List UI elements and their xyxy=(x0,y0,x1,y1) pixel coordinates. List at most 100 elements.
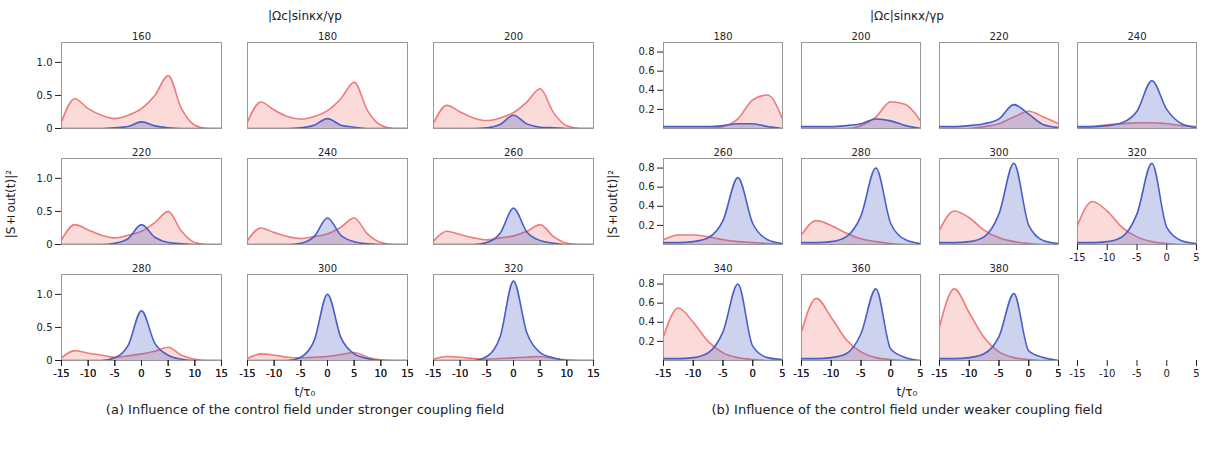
svg-text:-5: -5 xyxy=(718,368,728,379)
svg-text:-5: -5 xyxy=(482,368,492,379)
svg-text:5: 5 xyxy=(165,368,171,379)
svg-text:-15: -15 xyxy=(53,368,69,379)
svg-text:-15: -15 xyxy=(239,368,255,379)
svg-text:5: 5 xyxy=(351,368,357,379)
svg-text:-5: -5 xyxy=(1132,368,1142,379)
svg-text:300: 300 xyxy=(318,263,337,274)
svg-text:-10: -10 xyxy=(266,368,282,379)
svg-text:0: 0 xyxy=(1026,368,1032,379)
svg-text:5: 5 xyxy=(1055,368,1061,379)
svg-text:-10: -10 xyxy=(1099,252,1115,263)
svg-text:-10: -10 xyxy=(452,368,468,379)
svg-text:-5: -5 xyxy=(296,368,306,379)
svg-text:-5: -5 xyxy=(856,368,866,379)
svg-text:200: 200 xyxy=(504,31,523,42)
svg-text:0.6: 0.6 xyxy=(639,65,655,76)
svg-text:10: 10 xyxy=(374,368,387,379)
svg-text:0.4: 0.4 xyxy=(639,200,655,211)
svg-text:-15: -15 xyxy=(1069,252,1085,263)
svg-text:5: 5 xyxy=(917,368,923,379)
svg-text:-10: -10 xyxy=(823,368,839,379)
svg-text:280: 280 xyxy=(132,263,151,274)
svg-text:15: 15 xyxy=(587,368,600,379)
svg-text:320: 320 xyxy=(504,263,523,274)
svg-text:240: 240 xyxy=(1127,31,1146,42)
svg-text:5: 5 xyxy=(351,368,357,379)
svg-text:-10: -10 xyxy=(961,368,977,379)
svg-text:1.0: 1.0 xyxy=(37,173,53,184)
svg-text:0.4: 0.4 xyxy=(639,316,655,327)
svg-text:0.6: 0.6 xyxy=(639,297,655,308)
svg-text:-10: -10 xyxy=(452,368,468,379)
svg-text:160: 160 xyxy=(132,31,151,42)
svg-text:-15: -15 xyxy=(655,368,671,379)
svg-text:0.5: 0.5 xyxy=(37,322,53,333)
svg-text:220: 220 xyxy=(989,31,1008,42)
svg-text:10: 10 xyxy=(188,368,201,379)
svg-text:0.6: 0.6 xyxy=(639,181,655,192)
svg-text:5: 5 xyxy=(1193,368,1199,379)
svg-text:-5: -5 xyxy=(296,368,306,379)
svg-text:-10: -10 xyxy=(685,368,701,379)
svg-text:240: 240 xyxy=(318,147,337,158)
svg-text:-15: -15 xyxy=(425,368,441,379)
svg-text:180: 180 xyxy=(713,31,732,42)
svg-text:15: 15 xyxy=(587,368,600,379)
svg-text:10: 10 xyxy=(560,368,573,379)
svg-text:0: 0 xyxy=(888,368,894,379)
svg-text:0: 0 xyxy=(1026,368,1032,379)
svg-text:0.5: 0.5 xyxy=(37,206,53,217)
svg-text:5: 5 xyxy=(1193,252,1199,263)
svg-text:-15: -15 xyxy=(239,368,255,379)
svg-text:15: 15 xyxy=(215,368,228,379)
svg-text:15: 15 xyxy=(401,368,414,379)
svg-text:-5: -5 xyxy=(110,368,120,379)
svg-text:10: 10 xyxy=(374,368,387,379)
svg-text:-5: -5 xyxy=(856,368,866,379)
svg-text:-15: -15 xyxy=(1069,368,1085,379)
svg-text:0.8: 0.8 xyxy=(639,162,655,173)
svg-text:260: 260 xyxy=(713,147,732,158)
svg-text:220: 220 xyxy=(132,147,151,158)
svg-text:320: 320 xyxy=(1127,147,1146,158)
svg-text:-5: -5 xyxy=(482,368,492,379)
svg-text:0: 0 xyxy=(46,239,52,250)
svg-text:-10: -10 xyxy=(80,368,96,379)
svg-text:5: 5 xyxy=(1055,368,1061,379)
svg-text:5: 5 xyxy=(537,368,543,379)
svg-text:-10: -10 xyxy=(1099,368,1115,379)
svg-text:-15: -15 xyxy=(53,368,69,379)
svg-text:-15: -15 xyxy=(425,368,441,379)
svg-text:1.0: 1.0 xyxy=(37,57,53,68)
svg-text:-15: -15 xyxy=(793,368,809,379)
svg-text:5: 5 xyxy=(779,368,785,379)
svg-text:0.5: 0.5 xyxy=(37,90,53,101)
svg-text:0.2: 0.2 xyxy=(639,104,655,115)
svg-text:-5: -5 xyxy=(718,368,728,379)
svg-text:360: 360 xyxy=(851,263,870,274)
svg-text:10: 10 xyxy=(188,368,201,379)
svg-text:0: 0 xyxy=(46,123,52,134)
svg-text:0: 0 xyxy=(750,368,756,379)
svg-text:10: 10 xyxy=(560,368,573,379)
svg-text:0: 0 xyxy=(510,368,516,379)
svg-text:-5: -5 xyxy=(994,368,1004,379)
svg-text:-10: -10 xyxy=(80,368,96,379)
svg-text:0.4: 0.4 xyxy=(639,84,655,95)
svg-text:5: 5 xyxy=(165,368,171,379)
svg-text:0: 0 xyxy=(1164,368,1170,379)
svg-text:200: 200 xyxy=(851,31,870,42)
svg-text:-5: -5 xyxy=(994,368,1004,379)
svg-text:5: 5 xyxy=(779,368,785,379)
svg-text:0.8: 0.8 xyxy=(639,46,655,57)
svg-text:-15: -15 xyxy=(655,368,671,379)
svg-text:0: 0 xyxy=(138,368,144,379)
svg-text:0: 0 xyxy=(888,368,894,379)
svg-text:5: 5 xyxy=(917,368,923,379)
svg-text:5: 5 xyxy=(537,368,543,379)
svg-text:-10: -10 xyxy=(823,368,839,379)
svg-text:340: 340 xyxy=(713,263,732,274)
svg-text:280: 280 xyxy=(851,147,870,158)
svg-text:380: 380 xyxy=(989,263,1008,274)
svg-text:0.8: 0.8 xyxy=(639,278,655,289)
